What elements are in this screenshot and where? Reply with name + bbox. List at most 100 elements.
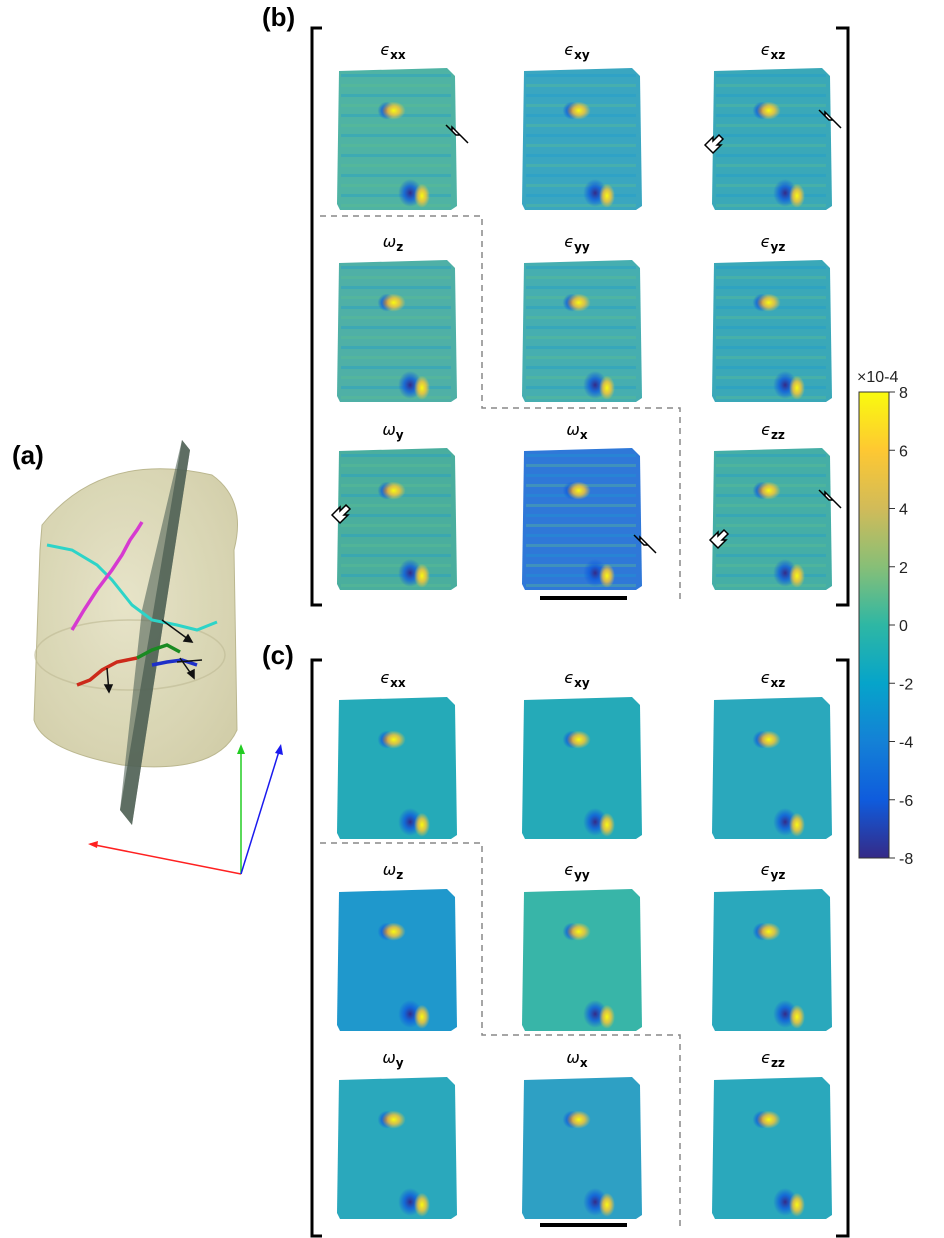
strain-feature (598, 563, 615, 588)
texture-stripe (716, 286, 826, 289)
texture-stripe (716, 584, 826, 587)
colorbar-tick-label: -6 (899, 793, 913, 810)
strain-feature (756, 1110, 781, 1129)
map-b-eyz (712, 260, 832, 402)
axis-red (89, 843, 242, 875)
texture-stripe (716, 94, 826, 97)
texture-stripe (526, 266, 636, 269)
strain-feature (756, 101, 781, 120)
texture-stripe (526, 346, 636, 349)
texture-stripe (526, 464, 636, 467)
texture-stripe (526, 474, 636, 477)
texture-stripe (526, 504, 636, 507)
texture-stripe (526, 554, 636, 557)
strain-feature (381, 293, 406, 312)
texture-stripe (341, 524, 451, 527)
title-b-exx: ϵxx (380, 40, 406, 62)
texture-stripe (341, 514, 451, 517)
texture-stripe (341, 376, 451, 379)
title-b-wx: ωx (566, 420, 588, 442)
texture-stripe (716, 356, 826, 359)
strain-feature (566, 730, 591, 749)
texture-stripe (341, 316, 451, 319)
texture-stripe (341, 276, 451, 279)
texture-stripe (716, 504, 826, 507)
texture-stripe (341, 286, 451, 289)
texture-stripe (526, 194, 636, 197)
texture-stripe (716, 366, 826, 369)
colorbar-tick-label: -8 (899, 851, 913, 868)
texture-stripe (341, 336, 451, 339)
panel-a-label: (a) (12, 440, 44, 470)
texture-stripe (716, 454, 826, 457)
strain-feature (756, 481, 781, 500)
texture-stripe (716, 524, 826, 527)
colorbar-tick-label: 0 (899, 618, 908, 635)
map-b-exz (712, 68, 832, 210)
texture-stripe (341, 144, 451, 147)
colorbar-tick-label: -2 (899, 676, 913, 693)
texture-stripe (526, 356, 636, 359)
texture-stripe (716, 326, 826, 329)
title-c-eyy: ϵyy (564, 860, 590, 882)
texture-stripe (526, 564, 636, 567)
texture-stripe (341, 584, 451, 587)
title-b-eyz: ϵyz (760, 232, 786, 254)
strain-feature (788, 1192, 805, 1217)
texture-stripe (716, 184, 826, 187)
texture-stripe (341, 84, 451, 87)
title-c-wz: ωz (382, 860, 404, 882)
strain-feature (598, 375, 615, 400)
colorbar-tick-label: 6 (899, 443, 908, 460)
texture-stripe (526, 74, 636, 77)
texture-stripe (526, 134, 636, 137)
title-b-wy: ωy (382, 420, 404, 442)
map-b-exx (337, 68, 457, 210)
strain-feature (381, 101, 406, 120)
strain-feature (381, 481, 406, 500)
texture-stripe (716, 386, 826, 389)
texture-stripe (341, 74, 451, 77)
strain-feature (788, 563, 805, 588)
texture-stripe (341, 544, 451, 547)
texture-stripe (526, 286, 636, 289)
texture-stripe (526, 164, 636, 167)
title-c-exz: ϵxz (760, 668, 786, 690)
texture-stripe (716, 124, 826, 127)
texture-stripe (341, 574, 451, 577)
texture-stripe (341, 454, 451, 457)
texture-stripe (526, 454, 636, 457)
map-c-wx (522, 1077, 642, 1219)
texture-stripe (526, 376, 636, 379)
edge-arrow-icon (818, 489, 842, 509)
texture-stripe (341, 124, 451, 127)
strain-feature (756, 922, 781, 941)
texture-stripe (526, 84, 636, 87)
strain-feature (566, 101, 591, 120)
map-b-exy (522, 68, 642, 210)
title-b-exy: ϵxy (564, 40, 590, 62)
texture-stripe (341, 356, 451, 359)
texture-stripe (716, 174, 826, 177)
map-b-wz (337, 260, 457, 402)
texture-stripe (341, 366, 451, 369)
map-b-ezz (712, 448, 832, 590)
map-c-exx (337, 697, 457, 839)
texture-stripe (526, 94, 636, 97)
strain-feature (381, 922, 406, 941)
map-c-eyy (522, 889, 642, 1031)
strain-feature (413, 812, 430, 837)
texture-stripe (716, 396, 826, 399)
title-c-exy: ϵxy (564, 668, 590, 690)
texture-stripe (341, 134, 451, 137)
edge-arrow-icon (633, 534, 657, 554)
texture-stripe (526, 524, 636, 527)
title-c-wy: ωy (382, 1048, 404, 1070)
strain-feature (756, 293, 781, 312)
strain-feature (413, 375, 430, 400)
strain-feature (381, 730, 406, 749)
colorbar-tick-label: 4 (899, 502, 908, 519)
texture-stripe (526, 336, 636, 339)
